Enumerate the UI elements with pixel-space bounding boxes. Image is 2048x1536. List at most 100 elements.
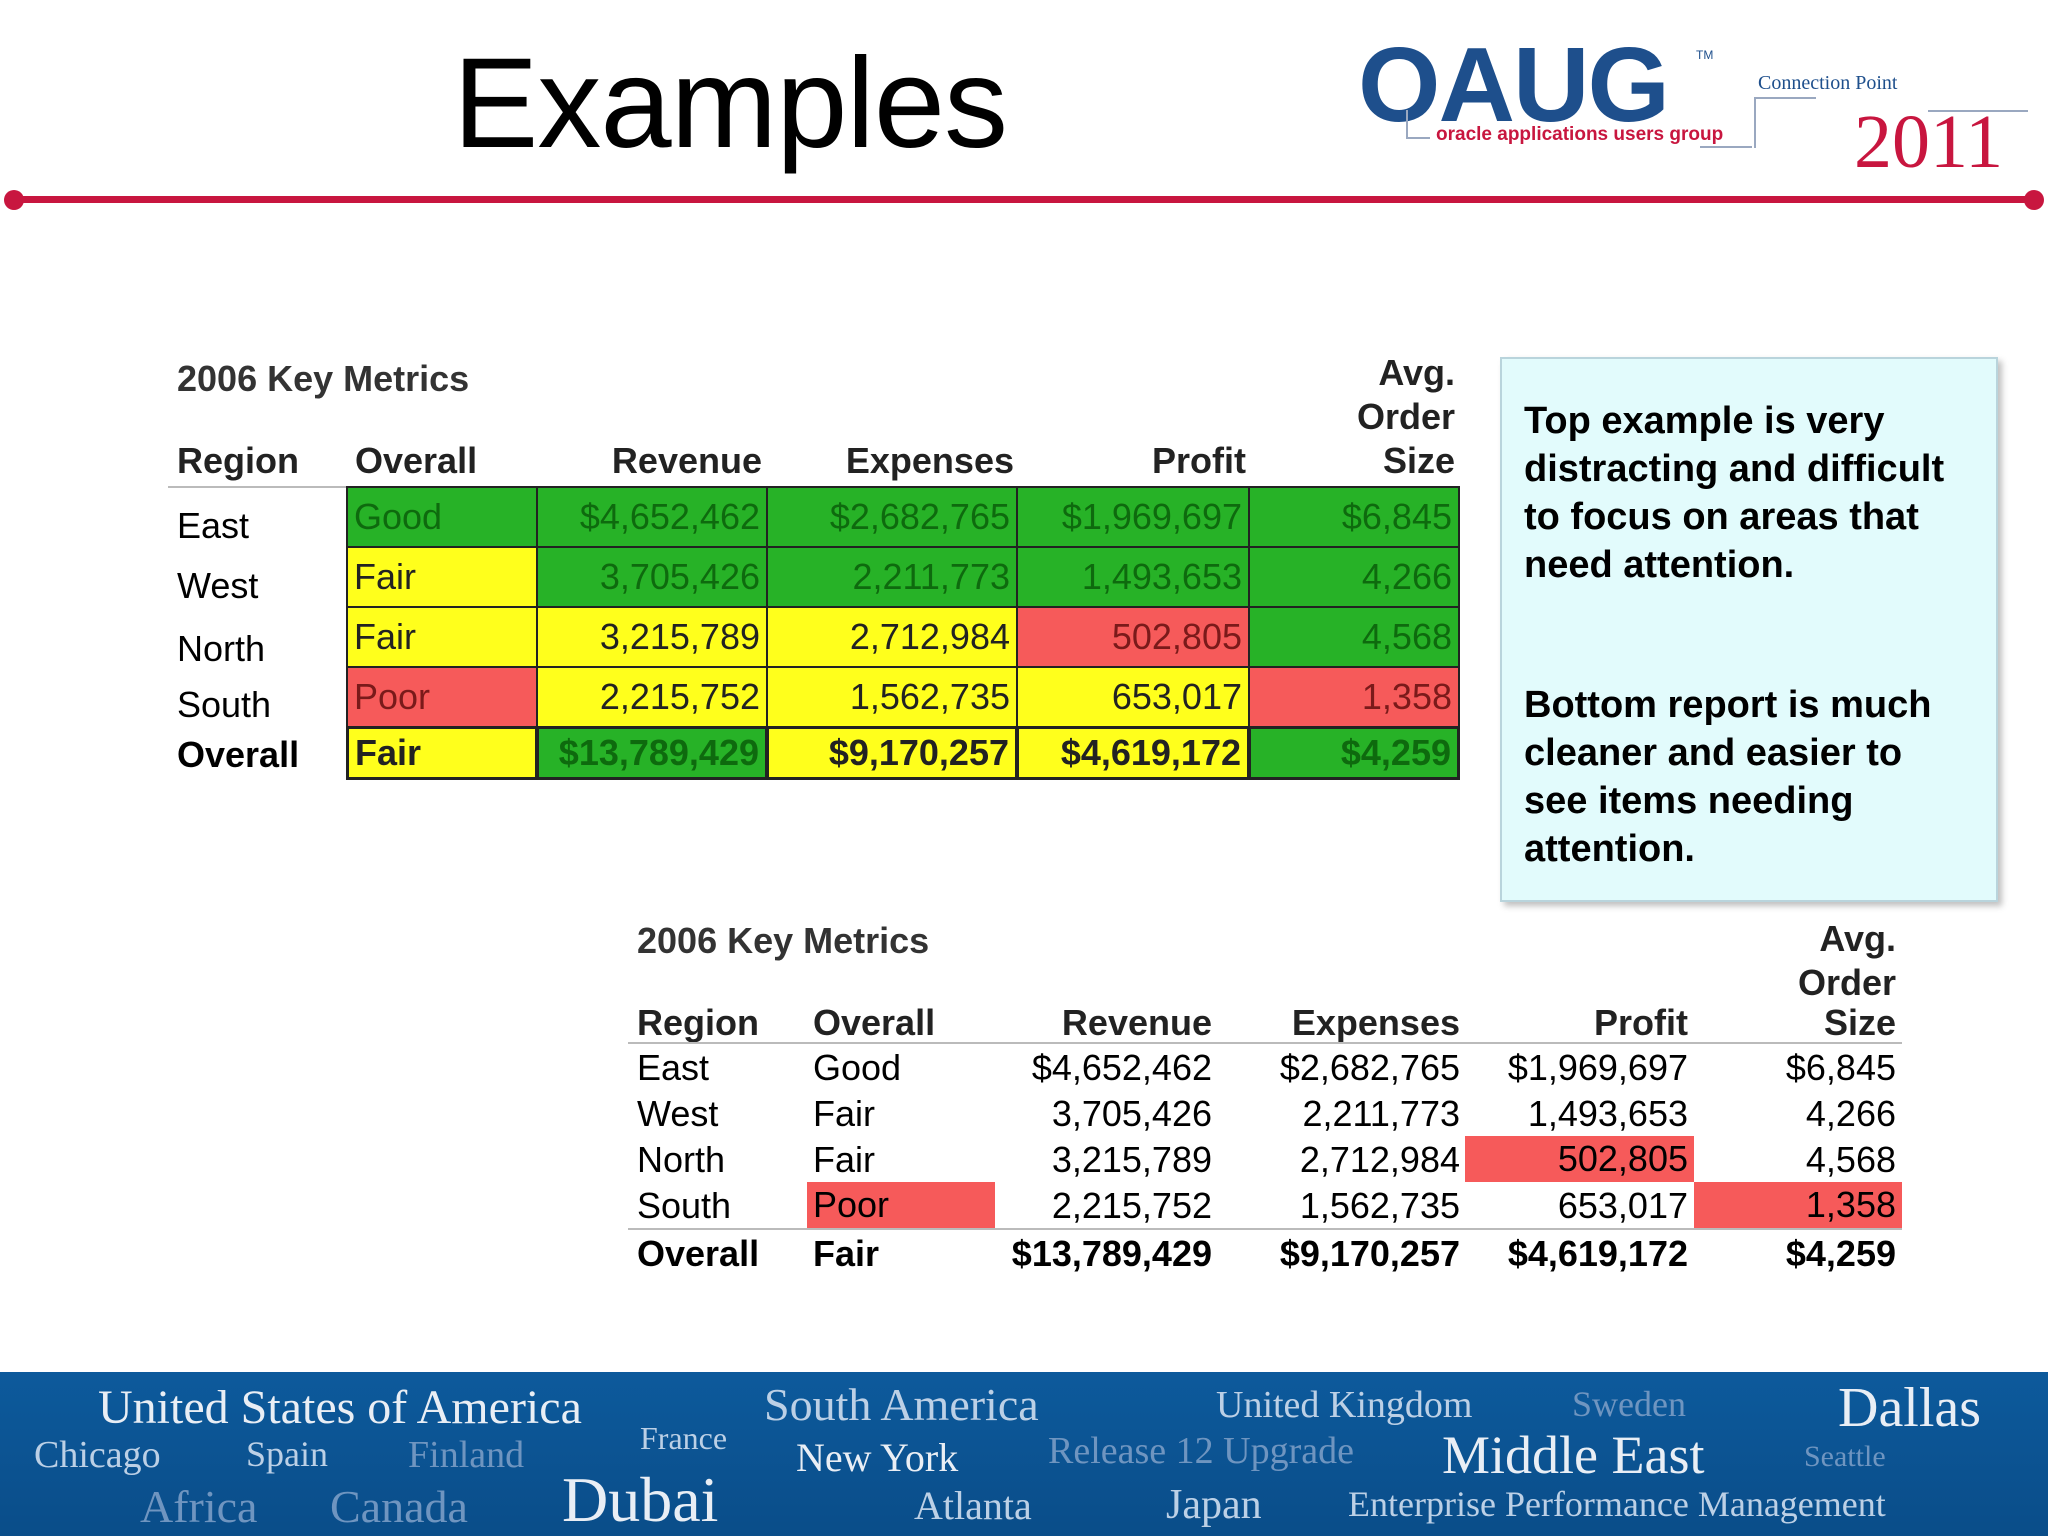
top-header-aos-3: Size	[1382, 440, 1455, 481]
top-header-overall: Overall	[355, 440, 478, 481]
footer-release-12: Release 12 Upgrade	[1048, 1430, 1354, 1472]
footer-dallas: Dallas	[1838, 1377, 1982, 1439]
title-rule	[10, 196, 2038, 203]
bottom-row-overall-region: Overall	[637, 1233, 760, 1274]
bottom-header-overall: Overall	[813, 1002, 936, 1043]
bottom-row-south-expenses: 1,562,735	[1299, 1185, 1460, 1226]
footer-france: France	[640, 1420, 728, 1456]
bottom-header-aos-1: Avg.	[1819, 918, 1896, 959]
slide-title: Examples	[453, 32, 1008, 175]
footer-seattle: Seattle	[1804, 1440, 1886, 1473]
logo-connector-line	[1928, 110, 2028, 112]
footer-middle-east: Middle East	[1442, 1425, 1705, 1485]
top-table-title: 2006 Key Metrics	[177, 358, 470, 399]
top-header-revenue: Revenue	[611, 440, 762, 481]
footer-epm: Enterprise Performance Management	[1348, 1484, 1886, 1524]
rule-dot-right	[2024, 190, 2044, 210]
bottom-row-overall-overall: Fair	[813, 1233, 880, 1274]
bottom-row-north-profit: 502,805	[1465, 1136, 1694, 1182]
bottom-row-north-overall: Fair	[813, 1139, 875, 1180]
bottom-row-overall-revenue: $13,789,429	[1011, 1233, 1212, 1274]
top-row-overall-revenue: $13,789,429	[536, 726, 768, 780]
footer-canada: Canada	[330, 1481, 468, 1532]
logo-trademark: TM	[1696, 48, 1714, 62]
bottom-header-profit: Profit	[1594, 1002, 1688, 1043]
bottom-row-north-revenue: 3,215,789	[1051, 1139, 1212, 1180]
top-row-west-revenue: 3,705,426	[536, 546, 768, 608]
footer-finland: Finland	[408, 1434, 525, 1476]
top-row-north-profit: 502,805	[1016, 606, 1250, 668]
rule-dot-left	[4, 190, 24, 210]
bottom-row-west-expenses: 2,211,773	[1302, 1093, 1460, 1134]
footer-usa: United States of America	[98, 1381, 582, 1434]
bottom-row-west-region: West	[637, 1093, 719, 1134]
bottom-row-west-revenue: 3,705,426	[1051, 1093, 1212, 1134]
logo-connector-line	[1754, 97, 1816, 99]
top-row-west-profit: 1,493,653	[1016, 546, 1250, 608]
top-row-east-profit: $1,969,697	[1016, 486, 1250, 548]
top-header-aos-1: Avg.	[1378, 352, 1455, 393]
top-row-south-region: South	[177, 684, 272, 725]
top-header-profit: Profit	[1152, 440, 1246, 481]
bottom-row-south-region: South	[637, 1185, 732, 1226]
logo-connector-line	[1700, 146, 1752, 148]
note-paragraph-top: Top example is very distracting and diff…	[1524, 400, 1945, 586]
footer-uk: United Kingdom	[1216, 1384, 1473, 1426]
logo-event-name: Connection Point	[1758, 72, 1898, 94]
bottom-row-west-overall: Fair	[813, 1093, 875, 1134]
top-row-overall-aos: $4,259	[1248, 726, 1460, 780]
bottom-header-region: Region	[637, 1002, 759, 1043]
footer-japan: Japan	[1166, 1482, 1262, 1528]
top-row-north-region: North	[177, 628, 266, 669]
bottom-row-south-revenue: 2,215,752	[1051, 1185, 1212, 1226]
logo-subtitle: oracle applications users group	[1436, 124, 1724, 145]
footer-banner: United States of America Chicago Spain F…	[0, 1372, 2048, 1536]
footer-new-york: New York	[796, 1435, 959, 1480]
footer-dubai: Dubai	[562, 1464, 719, 1535]
bottom-row-overall-profit: $4,619,172	[1507, 1233, 1688, 1274]
bottom-row-east-aos: $6,845	[1785, 1047, 1896, 1088]
top-row-west-aos: 4,266	[1248, 546, 1460, 608]
top-header-aos-2: Order	[1356, 396, 1455, 437]
top-row-west-region: West	[177, 565, 259, 606]
top-row-overall-expenses: $9,170,257	[766, 726, 1018, 780]
footer-africa: Africa	[140, 1481, 258, 1532]
bottom-row-west-aos: 4,266	[1805, 1093, 1896, 1134]
note-paragraph-bottom: Bottom report is much cleaner and easier…	[1524, 684, 1932, 870]
commentary-note: Top example is very distracting and diff…	[1500, 357, 1998, 902]
bottom-row-overall-aos: $4,259	[1785, 1233, 1896, 1274]
footer-south-america: South America	[764, 1379, 1039, 1430]
bottom-header-expenses: Expenses	[1291, 1002, 1460, 1043]
bottom-metrics-table: 2006 Key Metrics Avg. Order Region Overa…	[628, 918, 1902, 1274]
top-row-north-revenue: 3,215,789	[536, 606, 768, 668]
logo-connector-line	[1406, 110, 1408, 138]
top-row-south-profit: 653,017	[1016, 666, 1250, 728]
top-metrics-table: 2006 Key Metrics Avg. Order Region Overa…	[0, 0, 1480, 800]
top-row-north-aos: 4,568	[1248, 606, 1460, 668]
bottom-row-east-expenses: $2,682,765	[1279, 1047, 1460, 1088]
bottom-row-south-overall: Poor	[807, 1182, 995, 1228]
logo-connector-line	[1754, 98, 1756, 148]
footer-chicago: Chicago	[34, 1434, 161, 1476]
footer-spain: Spain	[246, 1434, 329, 1474]
top-header-region: Region	[177, 440, 299, 481]
bottom-header-aos-3: Size	[1823, 1002, 1896, 1043]
bottom-row-overall-expenses: $9,170,257	[1279, 1233, 1460, 1274]
bottom-row-east-overall: Good	[813, 1047, 902, 1088]
top-row-overall-overall: Fair	[346, 726, 538, 780]
bottom-row-west-profit: 1,493,653	[1527, 1093, 1688, 1134]
top-header-expenses: Expenses	[845, 440, 1014, 481]
bottom-row-east-region: East	[637, 1047, 710, 1088]
logo-wordmark: OAUG	[1358, 26, 1670, 144]
bottom-row-north-expenses: 2,712,984	[1299, 1139, 1460, 1180]
bottom-row-north-region: North	[637, 1139, 726, 1180]
bottom-row-north-aos: 4,568	[1805, 1139, 1896, 1180]
top-row-overall-region: Overall	[177, 734, 300, 775]
logo-connector-line	[1406, 137, 1430, 139]
bottom-header-divider	[628, 1042, 1902, 1044]
oaug-logo: OAUG TM oracle applications users group …	[0, 0, 2048, 180]
bottom-row-east-revenue: $4,652,462	[1031, 1047, 1212, 1088]
bottom-table-title: 2006 Key Metrics	[637, 920, 930, 961]
bottom-header-aos-2: Order	[1797, 962, 1896, 1003]
footer-sweden: Sweden	[1572, 1384, 1686, 1424]
